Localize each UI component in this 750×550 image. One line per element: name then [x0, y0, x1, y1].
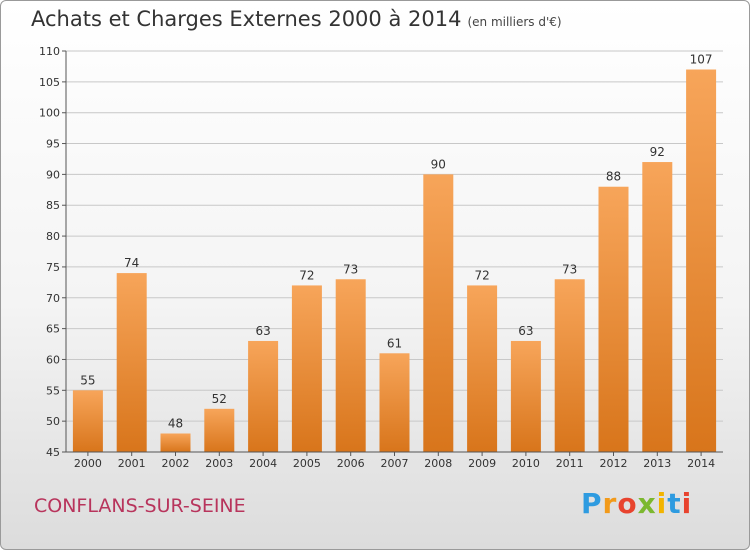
bar-value-label: 107: [690, 53, 713, 67]
bar: [204, 408, 235, 452]
bar: [423, 174, 454, 452]
y-tick-label: 85: [46, 199, 60, 212]
bar: [72, 390, 103, 452]
y-tick-label: 65: [46, 323, 60, 336]
logo-letter: o: [617, 487, 638, 520]
bar-value-label: 72: [299, 268, 314, 282]
y-tick-label: 45: [46, 446, 60, 459]
y-tick-label: 105: [39, 76, 60, 89]
proxiti-logo[interactable]: Proxiti: [581, 487, 692, 520]
bar: [642, 162, 673, 453]
y-tick-label: 100: [39, 107, 60, 120]
bar: [554, 279, 585, 452]
x-tick-label: 2002: [162, 457, 190, 470]
bar-value-label: 74: [124, 256, 139, 270]
x-tick-label: 2008: [424, 457, 452, 470]
bar: [248, 340, 279, 452]
x-tick-label: 2009: [468, 457, 496, 470]
x-tick-label: 2012: [600, 457, 628, 470]
bar: [335, 279, 366, 452]
logo-letter: i: [656, 487, 668, 520]
bar: [116, 273, 147, 452]
x-tick-label: 2004: [249, 457, 277, 470]
x-tick-label: 2010: [512, 457, 540, 470]
y-tick-label: 60: [46, 353, 60, 366]
axes: 45 50 55 60 65 70 75 80 85 90 95 100 105 110 2000 2001 2…: [39, 45, 723, 470]
logo-letter: t: [667, 487, 682, 520]
bar-value-label: 52: [212, 392, 227, 406]
labels: 55 74 48 52 63 72 73 61 90 72 63 73 88 92 107: [80, 53, 712, 431]
logo-letter: x: [637, 487, 657, 520]
chart-title: Achats et Charges Externes 2000 à 2014 (e…: [31, 7, 562, 31]
unit-label: (en milliers d'€): [467, 15, 562, 29]
x-tick-label: 2006: [337, 457, 365, 470]
y-tick-label: 110: [39, 45, 60, 58]
bars: [72, 69, 717, 453]
logo-letter: r: [602, 487, 618, 520]
bar-value-label: 48: [168, 416, 183, 430]
bar-value-label: 72: [474, 268, 489, 282]
city-name: CONFLANS-SUR-SEINE: [34, 495, 246, 517]
y-tick-label: 70: [46, 292, 60, 305]
bar-value-label: 73: [343, 262, 358, 276]
logo-letter: P: [581, 487, 603, 520]
bar: [160, 433, 191, 452]
bar: [467, 285, 498, 452]
bar-value-label: 73: [562, 262, 577, 276]
bar-value-label: 63: [518, 324, 533, 338]
y-tick-label: 50: [46, 415, 60, 428]
bar-value-label: 55: [80, 373, 95, 387]
bar: [598, 186, 629, 452]
bar: [686, 69, 717, 452]
bar-value-label: 61: [387, 336, 402, 350]
title-text: Achats et Charges Externes 2000 à 2014: [31, 7, 462, 31]
bar-value-label: 90: [431, 157, 446, 171]
y-tick-label: 55: [46, 384, 60, 397]
x-tick-label: 2007: [381, 457, 409, 470]
bar: [379, 353, 410, 452]
bar-value-label: 63: [255, 324, 270, 338]
x-tick-label: 2003: [205, 457, 233, 470]
bar-value-label: 88: [606, 170, 621, 184]
x-tick-label: 2005: [293, 457, 321, 470]
bar-value-label: 92: [650, 145, 665, 159]
x-tick-label: 2014: [687, 457, 715, 470]
y-tick-label: 90: [46, 168, 60, 181]
x-tick-label: 2001: [118, 457, 146, 470]
bar: [510, 340, 541, 452]
y-tick-label: 95: [46, 138, 60, 151]
x-tick-label: 2013: [643, 457, 671, 470]
x-tick-label: 2011: [556, 457, 584, 470]
y-tick-label: 75: [46, 261, 60, 274]
x-tick-label: 2000: [74, 457, 102, 470]
y-tick-label: 80: [46, 230, 60, 243]
bar: [291, 285, 322, 452]
logo-letter: i: [681, 487, 693, 520]
